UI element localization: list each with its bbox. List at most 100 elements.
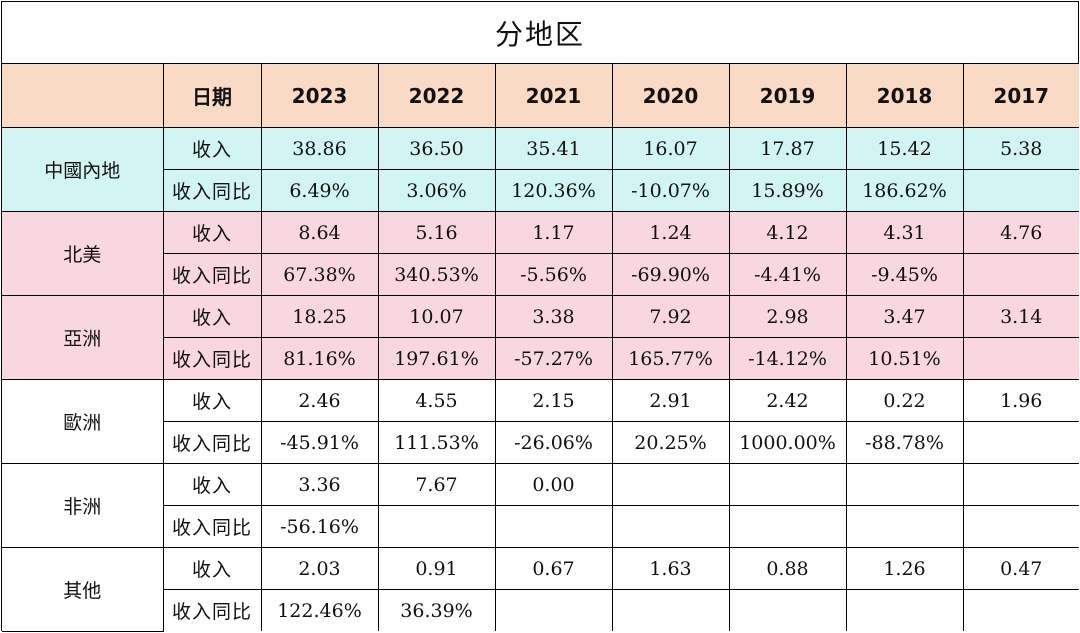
revenue-value-cell: 3.38 bbox=[494, 295, 613, 338]
yoy-value-cell bbox=[611, 589, 730, 631]
metric-label-revenue: 收入 bbox=[162, 295, 262, 338]
yoy-value-cell bbox=[611, 505, 730, 548]
revenue-value-cell: 16.07 bbox=[611, 127, 730, 170]
yoy-value-cell: -45.91% bbox=[260, 421, 379, 464]
table-row: 亞洲 收入 18.25 10.07 3.38 7.92 2.98 3.47 3.14 bbox=[2, 295, 1079, 380]
yoy-value-cell bbox=[845, 589, 964, 631]
yoy-value-cell: 165.77% bbox=[611, 337, 730, 380]
region-name-cell: 其他 bbox=[2, 547, 164, 632]
yoy-value-cell bbox=[494, 589, 613, 631]
yoy-value-cell: 186.62% bbox=[845, 169, 964, 212]
yoy-value-cell: -10.07% bbox=[611, 169, 730, 212]
revenue-value-cell: 38.86 bbox=[260, 127, 379, 170]
yoy-value-cell bbox=[962, 421, 1079, 464]
yoy-value-cell: -9.45% bbox=[845, 253, 964, 296]
revenue-value-cell: 0.00 bbox=[494, 463, 613, 506]
yoy-value-cell: 3.06% bbox=[377, 169, 496, 212]
revenue-value-cell: 4.55 bbox=[377, 379, 496, 422]
revenue-value-cell: 0.67 bbox=[494, 547, 613, 590]
region-name-cell: 中國內地 bbox=[2, 127, 164, 212]
revenue-value-cell: 2.42 bbox=[728, 379, 847, 422]
revenue-value-cell: 2.46 bbox=[260, 379, 379, 422]
revenue-value-cell: 0.22 bbox=[845, 379, 964, 422]
revenue-value-cell: 1.26 bbox=[845, 547, 964, 590]
table-row: 收入同比 -56.16% bbox=[2, 505, 1079, 548]
revenue-value-cell: 5.38 bbox=[962, 127, 1079, 170]
revenue-value-cell: 7.67 bbox=[377, 463, 496, 506]
region-name-cell: 亞洲 bbox=[2, 295, 164, 380]
region-name-cell: 歐洲 bbox=[2, 379, 164, 464]
header-corner-cell bbox=[2, 64, 164, 128]
table-row: 收入同比 81.16% 197.61% -57.27% 165.77% -14.12% 10… bbox=[2, 337, 1079, 380]
table-body: 中國內地 收入 38.86 36.50 35.41 16.07 17.87 15.42 5.38… bbox=[2, 127, 1079, 632]
revenue-value-cell: 4.12 bbox=[728, 211, 847, 254]
yoy-value-cell bbox=[845, 505, 964, 548]
table-title: 分地区 bbox=[2, 2, 1078, 64]
table-row: 收入同比 -45.91% 111.53% -26.06% 20.25% 1000.00% -… bbox=[2, 421, 1079, 464]
yoy-value-cell: 81.16% bbox=[260, 337, 379, 380]
yoy-value-cell bbox=[962, 505, 1079, 548]
region-name-cell: 非洲 bbox=[2, 463, 164, 548]
yoy-value-cell bbox=[962, 337, 1079, 380]
yoy-value-cell: 197.61% bbox=[377, 337, 496, 380]
revenue-value-cell: 1.96 bbox=[962, 379, 1079, 422]
yoy-value-cell bbox=[962, 589, 1079, 631]
revenue-value-cell: 8.64 bbox=[260, 211, 379, 254]
revenue-value-cell: 4.31 bbox=[845, 211, 964, 254]
yoy-value-cell: 6.49% bbox=[260, 169, 379, 212]
revenue-value-cell: 2.91 bbox=[611, 379, 730, 422]
yoy-value-cell bbox=[962, 169, 1079, 212]
revenue-value-cell: 2.15 bbox=[494, 379, 613, 422]
yoy-value-cell: -14.12% bbox=[728, 337, 847, 380]
metric-label-revenue: 收入 bbox=[162, 379, 262, 422]
yoy-value-cell bbox=[728, 505, 847, 548]
metric-label-revenue: 收入 bbox=[162, 211, 262, 254]
metric-label-revenue: 收入 bbox=[162, 127, 262, 170]
revenue-value-cell: 36.50 bbox=[377, 127, 496, 170]
revenue-value-cell: 4.76 bbox=[962, 211, 1079, 254]
revenue-value-cell: 2.98 bbox=[728, 295, 847, 338]
revenue-value-cell: 2.03 bbox=[260, 547, 379, 590]
revenue-value-cell: 7.92 bbox=[611, 295, 730, 338]
revenue-value-cell: 3.14 bbox=[962, 295, 1079, 338]
revenue-value-cell: 35.41 bbox=[494, 127, 613, 170]
yoy-value-cell bbox=[728, 589, 847, 631]
yoy-value-cell: 20.25% bbox=[611, 421, 730, 464]
revenue-value-cell: 18.25 bbox=[260, 295, 379, 338]
yoy-value-cell bbox=[494, 505, 613, 548]
header-date-label: 日期 bbox=[162, 64, 262, 128]
table-row: 非洲 收入 3.36 7.67 0.00 bbox=[2, 463, 1079, 548]
revenue-value-cell: 17.87 bbox=[728, 127, 847, 170]
region-revenue-table: 日期 2023 2022 2021 2020 2019 2018 2017 中國… bbox=[2, 64, 1079, 632]
revenue-value-cell: 0.88 bbox=[728, 547, 847, 590]
revenue-value-cell bbox=[728, 463, 847, 506]
yoy-value-cell: -69.90% bbox=[611, 253, 730, 296]
revenue-value-cell: 3.47 bbox=[845, 295, 964, 338]
header-row: 日期 2023 2022 2021 2020 2019 2018 2017 bbox=[2, 64, 1079, 128]
table-row: 收入同比 6.49% 3.06% 120.36% -10.07% 15.89% 186.62… bbox=[2, 169, 1079, 212]
yoy-value-cell: -88.78% bbox=[845, 421, 964, 464]
yoy-value-cell bbox=[377, 505, 496, 548]
metric-label-revenue: 收入 bbox=[162, 547, 262, 590]
yoy-value-cell: 111.53% bbox=[377, 421, 496, 464]
yoy-value-cell: 1000.00% bbox=[728, 421, 847, 464]
revenue-value-cell: 1.17 bbox=[494, 211, 613, 254]
header-year: 2018 bbox=[845, 64, 964, 128]
region-name-cell: 北美 bbox=[2, 211, 164, 296]
yoy-value-cell: -5.56% bbox=[494, 253, 613, 296]
yoy-value-cell: 120.36% bbox=[494, 169, 613, 212]
revenue-value-cell: 0.47 bbox=[962, 547, 1079, 590]
revenue-value-cell: 10.07 bbox=[377, 295, 496, 338]
table-row: 其他 收入 2.03 0.91 0.67 1.63 0.88 1.26 0.47 bbox=[2, 547, 1079, 632]
revenue-value-cell: 15.42 bbox=[845, 127, 964, 170]
revenue-value-cell: 1.24 bbox=[611, 211, 730, 254]
revenue-value-cell: 1.63 bbox=[611, 547, 730, 590]
yoy-value-cell: -57.27% bbox=[494, 337, 613, 380]
yoy-value-cell: 10.51% bbox=[845, 337, 964, 380]
header-year: 2017 bbox=[962, 64, 1079, 128]
yoy-value-cell: 67.38% bbox=[260, 253, 379, 296]
revenue-value-cell: 0.91 bbox=[377, 547, 496, 590]
yoy-value-cell: 15.89% bbox=[728, 169, 847, 212]
revenue-value-cell: 5.16 bbox=[377, 211, 496, 254]
metric-label-yoy: 收入同比 bbox=[163, 505, 262, 548]
